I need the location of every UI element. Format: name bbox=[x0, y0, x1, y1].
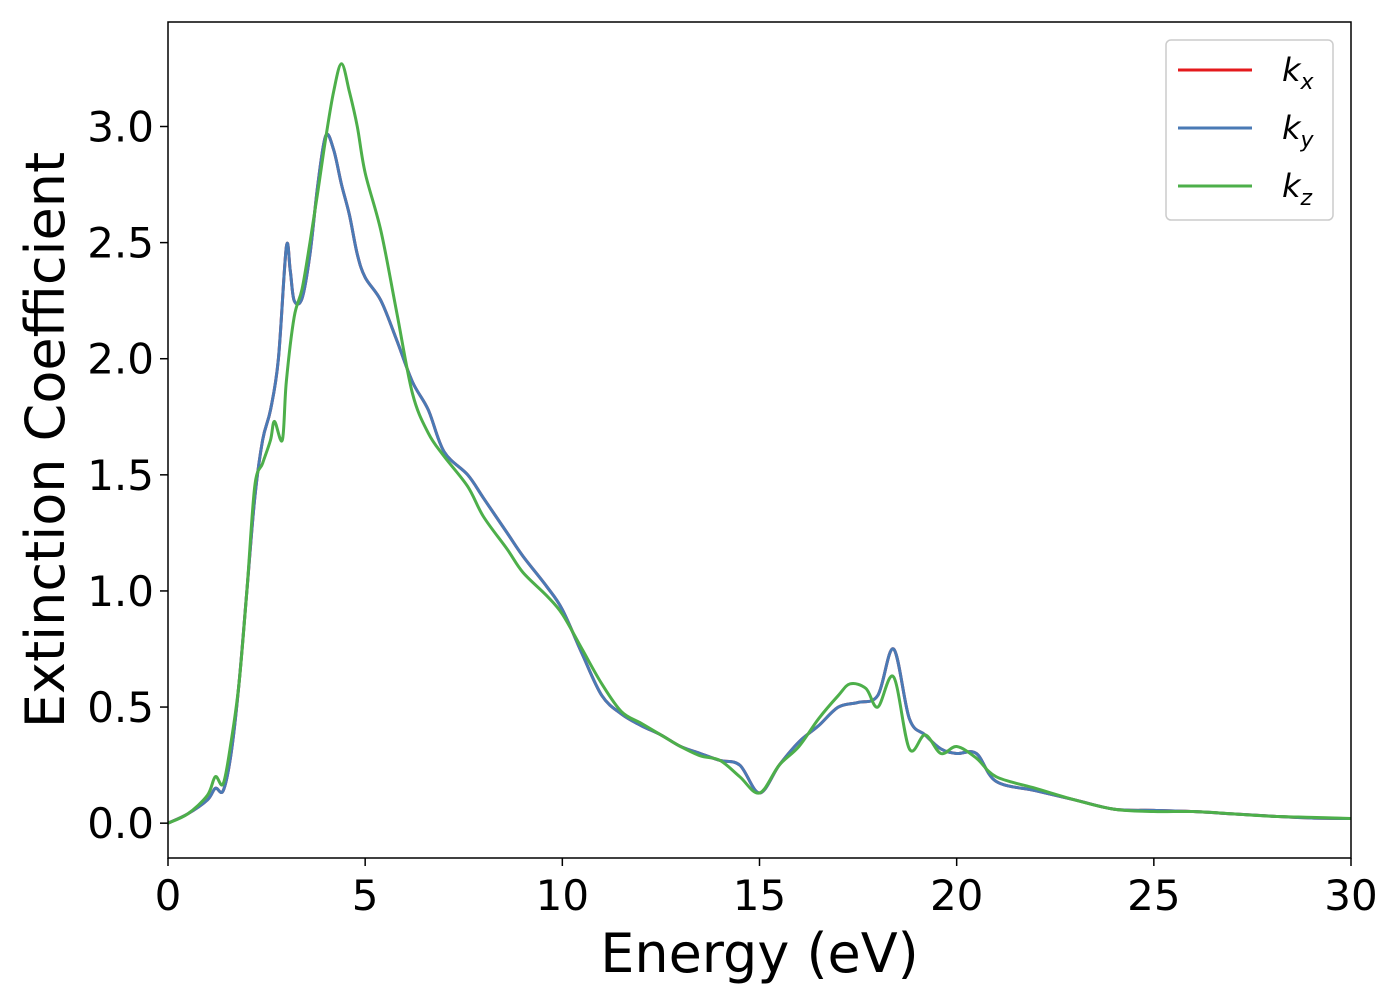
legend-box bbox=[1165, 39, 1334, 221]
y-tick-label: 3.0 bbox=[87, 103, 154, 152]
y-tick-label: 2.5 bbox=[87, 219, 154, 268]
y-axis-label: Extinction Coefficient bbox=[14, 152, 77, 728]
x-tick-label: 30 bbox=[1324, 871, 1377, 920]
x-tick-label: 15 bbox=[733, 871, 786, 920]
y-tick-label: 1.0 bbox=[87, 567, 154, 616]
x-tick-label: 0 bbox=[155, 871, 182, 920]
series-line-z bbox=[168, 62, 1351, 825]
x-axis-ticks: 0 5 10 15 20 25 30 bbox=[155, 858, 1378, 920]
legend-label-x: kx bbox=[1282, 51, 1315, 95]
y-tick-label: 0.0 bbox=[87, 799, 154, 848]
series-layer bbox=[168, 62, 1351, 825]
legend-label-y: ky bbox=[1282, 109, 1315, 153]
x-tick-label: 10 bbox=[536, 871, 589, 920]
x-axis-label: Energy (eV) bbox=[600, 922, 919, 985]
y-tick-label: 2.0 bbox=[87, 335, 154, 384]
legend: kx ky kz bbox=[1165, 39, 1334, 221]
series-line-y bbox=[168, 132, 1351, 825]
x-tick-label: 20 bbox=[930, 871, 983, 920]
y-tick-label: 0.5 bbox=[87, 683, 154, 732]
x-tick-label: 5 bbox=[352, 871, 379, 920]
y-axis-ticks: 0.0 0.5 1.0 1.5 2.0 2.5 3.0 bbox=[87, 103, 168, 848]
y-tick-label: 1.5 bbox=[87, 451, 154, 500]
series-line-x bbox=[168, 132, 1351, 825]
x-tick-label: 25 bbox=[1127, 871, 1180, 920]
legend-label-z: kz bbox=[1282, 167, 1313, 211]
